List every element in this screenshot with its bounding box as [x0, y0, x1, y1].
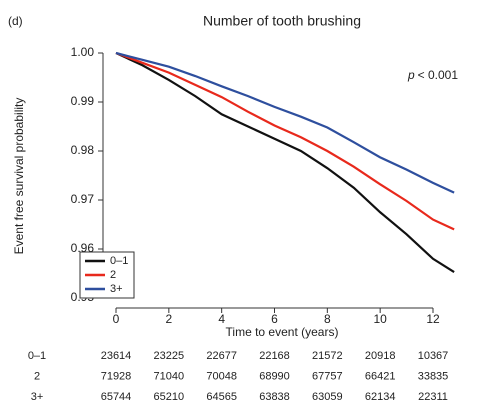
p-text: < 0.001	[418, 68, 459, 82]
legend-label: 2	[110, 269, 116, 281]
x-tick-label: 4	[218, 312, 225, 326]
chart-title: Number of tooth brushing	[203, 13, 361, 29]
risk-count: 63059	[312, 391, 343, 403]
risk-count: 68990	[259, 370, 290, 382]
y-tick-label: 1.00	[71, 45, 95, 59]
risk-count: 67757	[312, 370, 343, 382]
risk-count: 22311	[418, 391, 448, 403]
survival-curve	[115, 51, 455, 194]
risk-row-label: 2	[34, 370, 40, 382]
y-axis-label: Event free survival probability	[12, 98, 26, 255]
risk-count: 33835	[418, 370, 449, 382]
survival-curve	[115, 52, 455, 273]
x-tick-label: 12	[426, 312, 440, 326]
risk-count: 65744	[101, 391, 132, 403]
panel-label: (d)	[8, 14, 23, 28]
x-tick-label: 10	[373, 312, 387, 326]
risk-count: 23225	[154, 350, 185, 362]
risk-count: 22677	[206, 350, 237, 362]
y-tick-label: 0.97	[71, 192, 95, 206]
x-tick-label: 6	[271, 312, 278, 326]
risk-count: 71040	[154, 370, 185, 382]
x-axis-label: Time to event (years)	[226, 325, 339, 339]
y-tick-label: 0.98	[71, 143, 95, 157]
risk-count: 10367	[418, 350, 449, 362]
risk-count: 71928	[101, 370, 132, 382]
x-tick-label: 8	[324, 312, 331, 326]
risk-count: 21572	[312, 350, 343, 362]
risk-count: 22168	[259, 350, 290, 362]
risk-row-label: 0–1	[28, 350, 46, 362]
risk-row-label: 3+	[31, 391, 44, 403]
risk-count: 65210	[154, 391, 185, 403]
x-tick-label: 2	[165, 312, 172, 326]
risk-count: 62134	[365, 391, 396, 403]
risk-count: 20918	[365, 350, 396, 362]
risk-count: 23614	[101, 350, 132, 362]
survival-curve	[115, 51, 455, 231]
risk-count: 63838	[259, 391, 290, 403]
risk-count: 66421	[365, 370, 396, 382]
x-tick-label: 0	[113, 312, 120, 326]
legend-label: 0–1	[110, 255, 128, 267]
risk-count: 64565	[206, 391, 237, 403]
p-symbol: p	[407, 68, 415, 82]
y-tick-label: 0.99	[71, 94, 95, 108]
legend-label: 3+	[110, 283, 123, 295]
p-value: p < 0.001	[407, 68, 458, 82]
risk-count: 70048	[206, 370, 237, 382]
